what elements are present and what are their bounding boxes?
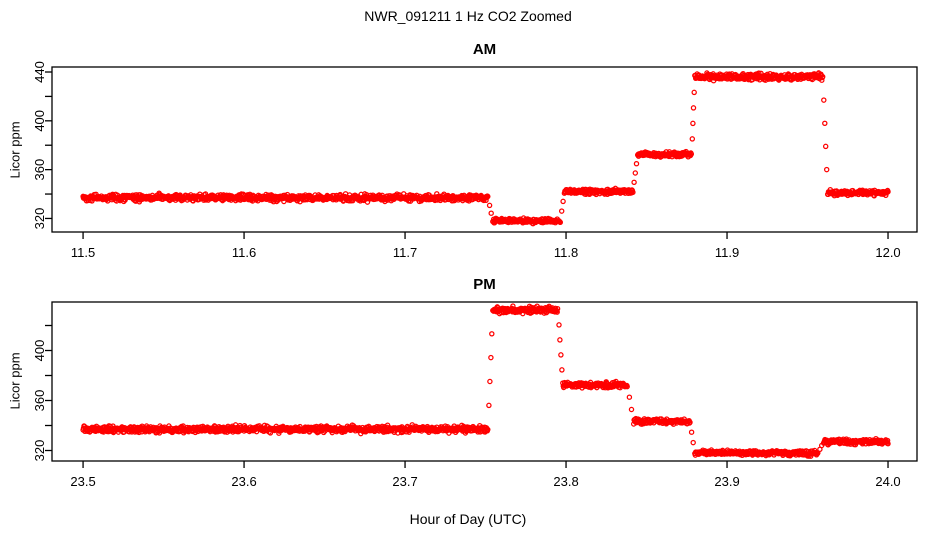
x-tick-label: 11.7: [393, 245, 417, 260]
am-panel-title: AM: [472, 41, 497, 58]
x-tick-label: 24.0: [875, 474, 900, 489]
am-plot-area: 11.5 11.6 11.7 11.8 11.9 12.0 320 360 400 440: [32, 61, 918, 260]
y-tick-label: 320: [32, 440, 47, 462]
x-axis-label: Hour of Day (UTC): [409, 511, 527, 527]
chart-title: NWR_091211 1 Hz CO2 Zoomed: [364, 8, 572, 24]
x-tick-label: 11.8: [554, 245, 578, 260]
x-tick-label: 23.6: [231, 474, 256, 489]
x-tick-label: 12.0: [875, 245, 900, 260]
x-tick-label: 23.7: [392, 474, 417, 489]
am-plot-box: [51, 66, 918, 233]
y-tick-label: 360: [32, 390, 47, 412]
x-tick-label: 23.8: [553, 474, 578, 489]
y-tick-label: 360: [32, 159, 47, 181]
x-tick-label: 11.9: [715, 245, 739, 260]
pm-plot-box: [51, 301, 918, 462]
x-tick-label: 23.5: [70, 474, 95, 489]
x-tick-label: 11.5: [71, 245, 95, 260]
x-tick-label: 11.6: [232, 245, 256, 260]
pm-y-axis-ticks: 320 360 400: [32, 324, 52, 462]
am-y-axis-ticks: 320 360 400 440: [32, 61, 52, 229]
y-tick-label: 440: [32, 61, 47, 83]
pm-x-axis-ticks: 23.5 23.6 23.7 23.8 23.9 24.0: [70, 461, 901, 489]
pm-panel-title: PM: [473, 276, 496, 293]
y-tick-label: 320: [32, 208, 47, 230]
pm-plot-area: 23.5 23.6 23.7 23.8 23.9 24.0 320 360 400: [32, 301, 918, 489]
pm-data-points: [80, 303, 891, 459]
am-x-axis-ticks: 11.5 11.6 11.7 11.8 11.9 12.0: [71, 232, 901, 260]
am-data-points: [80, 70, 891, 227]
y-tick-label: 400: [32, 340, 47, 362]
x-tick-label: 23.9: [714, 474, 739, 489]
y-tick-label: 400: [32, 110, 47, 132]
